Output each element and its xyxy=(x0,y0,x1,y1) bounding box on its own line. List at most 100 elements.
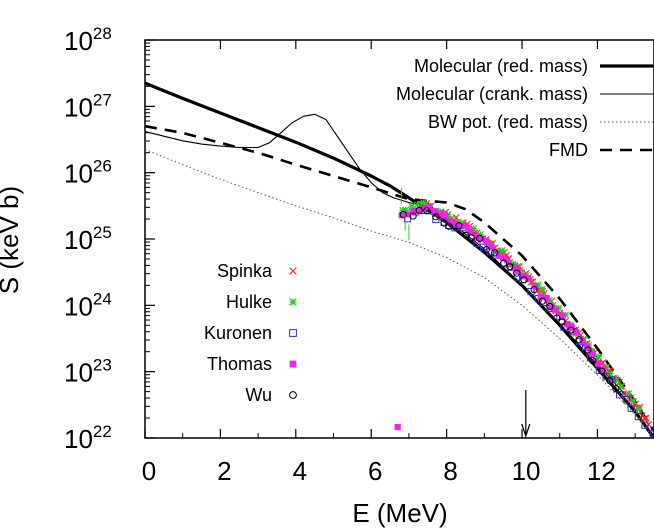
x-tick-label: 6 xyxy=(368,456,382,486)
legend-label: Molecular (red. mass) xyxy=(414,56,588,76)
y-tick-label: 1022 xyxy=(64,422,112,454)
scatter-layer xyxy=(394,187,654,438)
y-tick-base: 10 xyxy=(64,26,93,56)
data-point-hulke xyxy=(612,376,620,384)
y-tick-exponent: 22 xyxy=(93,422,112,441)
data-point-wu xyxy=(530,286,538,294)
data-point-wu xyxy=(538,297,547,305)
data-point-thomas xyxy=(552,307,559,314)
data-point-kuronen xyxy=(627,404,635,412)
data-point-wu xyxy=(500,259,508,267)
data-point-wu xyxy=(432,213,440,221)
y-tick-label: 1028 xyxy=(64,24,112,56)
legend-label: Molecular (crank. mass) xyxy=(396,84,588,104)
data-point-spinka-stroke xyxy=(642,414,650,422)
data-point-thomas xyxy=(499,254,507,261)
data-point-thomas xyxy=(594,360,601,367)
data-point-thomas xyxy=(483,238,490,245)
data-point-kuronen xyxy=(513,273,522,281)
legend-marker xyxy=(289,360,297,368)
data-point-wu xyxy=(476,234,484,243)
data-point-hulke xyxy=(419,199,427,207)
x-tick-label: 12 xyxy=(587,456,616,486)
data-point-wu xyxy=(513,269,521,277)
y-tick-label: 1027 xyxy=(64,90,112,122)
data-point-thomas xyxy=(437,210,444,217)
data-point-thomas xyxy=(488,244,495,251)
x-tick-labels: 0 2 4 6 8 10 12 xyxy=(142,456,616,486)
data-point-thomas xyxy=(394,424,401,431)
data-point-wu xyxy=(606,377,614,385)
data-point-wu xyxy=(491,249,499,257)
y-tick-exponent: 27 xyxy=(93,90,112,109)
data-point-kuronen xyxy=(623,396,631,404)
data-point-thomas xyxy=(425,203,432,210)
data-point-hulke xyxy=(635,405,643,413)
data-point-thomas xyxy=(521,272,528,280)
data-point-hulke xyxy=(538,285,546,293)
legend-lines: Molecular (red. mass) Molecular (crank. m… xyxy=(396,56,654,160)
legend-marker xyxy=(289,267,297,275)
data-point-kuronen xyxy=(634,413,642,421)
data-point-spinka-stroke xyxy=(627,394,635,402)
y-tick-base: 10 xyxy=(64,358,93,388)
y-tick-base: 10 xyxy=(64,225,93,255)
data-point-spinka-stroke xyxy=(604,367,612,375)
data-point-thomas xyxy=(447,218,454,225)
legend-label: Wu xyxy=(245,385,272,405)
data-point-thomas xyxy=(525,275,532,282)
data-point-spinka xyxy=(640,414,648,422)
data-point-thomas xyxy=(398,212,405,219)
data-point-kuronen xyxy=(616,391,624,399)
y-tick-base: 10 xyxy=(64,159,93,189)
data-point-wu xyxy=(598,367,606,375)
data-point-wu xyxy=(467,234,475,242)
data-point-wu xyxy=(612,385,620,393)
data-point-kuronen xyxy=(432,215,440,224)
legend-label: Kuronen xyxy=(204,323,272,343)
axis-ticks xyxy=(144,39,636,439)
legend-label: FMD xyxy=(549,140,588,160)
data-point-thomas xyxy=(504,257,511,264)
series-line-molecular-red-mass- xyxy=(145,81,654,438)
annotation-layer xyxy=(521,390,531,438)
y-tick-label: 1023 xyxy=(64,356,112,388)
data-point-wu xyxy=(558,318,566,326)
legend-label: Spinka xyxy=(217,261,273,281)
data-point-spinka-stroke xyxy=(609,374,617,382)
legend-label: Thomas xyxy=(207,354,272,374)
data-point-thomas xyxy=(431,208,438,215)
legend-scatter: Spinka Hulke Kuronen Thomas Wu xyxy=(204,261,297,405)
data-point-wu xyxy=(546,302,554,311)
data-point-wu xyxy=(584,346,592,354)
data-point-thomas xyxy=(419,206,427,213)
data-point-thomas xyxy=(409,208,416,215)
y-tick-exponent: 28 xyxy=(93,24,112,43)
data-point-thomas xyxy=(548,304,555,311)
data-point-wu xyxy=(567,326,575,334)
legend-marker xyxy=(289,329,297,337)
y-tick-label: 1025 xyxy=(64,223,112,255)
data-point-thomas xyxy=(458,222,465,230)
y-tick-label: 1024 xyxy=(64,289,112,321)
data-point-thomas xyxy=(600,366,607,373)
x-tick-label: 4 xyxy=(293,456,307,486)
data-point-wu xyxy=(445,222,453,230)
data-point-thomas xyxy=(568,323,575,330)
data-point-thomas xyxy=(564,320,571,328)
data-point-spinka xyxy=(642,414,650,422)
y-tick-exponent: 23 xyxy=(93,356,112,375)
data-point-thomas xyxy=(579,338,586,345)
data-point-thomas xyxy=(537,293,544,300)
data-point-wu xyxy=(482,246,490,254)
data-point-hulke xyxy=(594,353,602,361)
data-point-thomas xyxy=(495,252,502,259)
data-point-wu xyxy=(399,210,407,219)
data-point-thomas xyxy=(559,312,566,319)
data-point-thomas xyxy=(441,212,448,219)
data-point-thomas xyxy=(543,295,550,302)
y-tick-exponent: 24 xyxy=(93,289,112,308)
energy-arrow-head xyxy=(521,423,531,438)
data-point-wu xyxy=(589,357,597,365)
